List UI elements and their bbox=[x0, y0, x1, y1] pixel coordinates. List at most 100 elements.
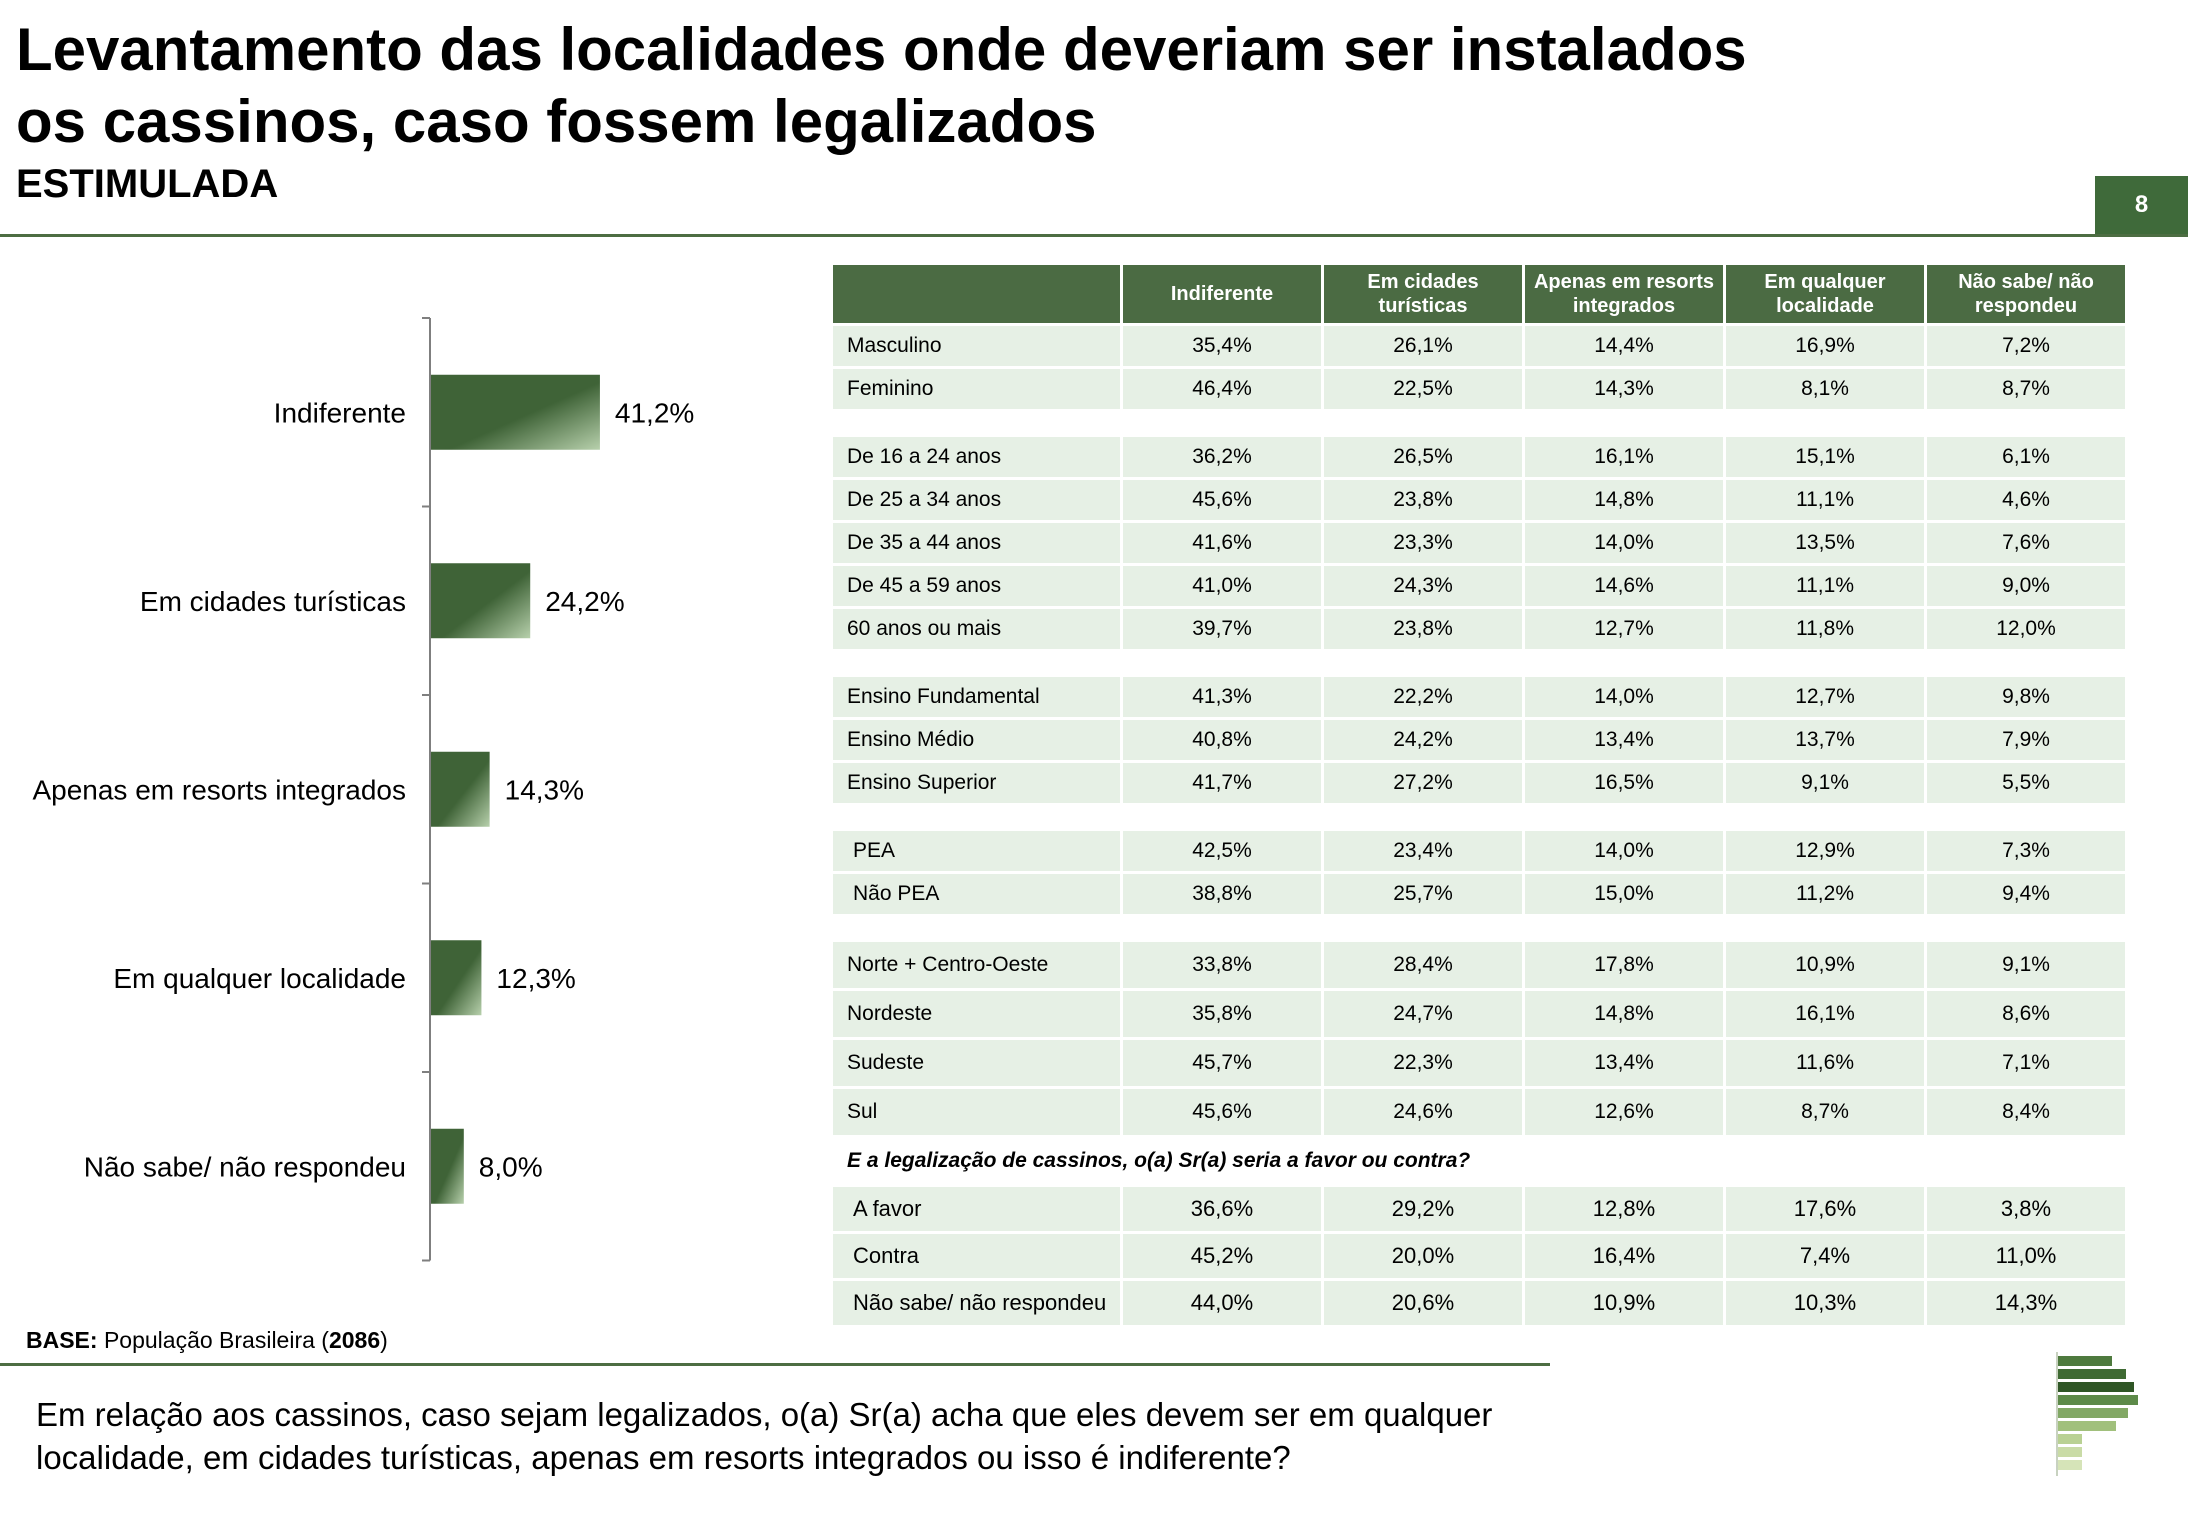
table-cell: 13,4% bbox=[1525, 1040, 1723, 1089]
row-label: Contra bbox=[833, 1234, 1120, 1281]
table-cell: 23,8% bbox=[1324, 480, 1522, 523]
row-label: A favor bbox=[833, 1187, 1120, 1234]
table-cell: 35,4% bbox=[1123, 326, 1321, 369]
bar-chart: Indiferente 41,2% Em cidades turísticas 24,… bbox=[32, 317, 694, 1262]
table-row: De 25 a 34 anos 45,6% 23,8% 14,8% 11,1% 4,6% bbox=[833, 480, 2125, 523]
table-cell: 5,5% bbox=[1927, 763, 2125, 806]
header-divider bbox=[0, 234, 2188, 237]
table-cell: 22,5% bbox=[1324, 369, 1522, 412]
table-cell: 11,8% bbox=[1726, 609, 1924, 652]
table-row: De 16 a 24 anos 36,2% 26,5% 16,1% 15,1% 6,1% bbox=[833, 437, 2125, 480]
table-row: Contra 45,2% 20,0% 16,4% 7,4% 11,0% bbox=[833, 1234, 2125, 1281]
table-cell: 17,8% bbox=[1525, 942, 1723, 991]
table-cell: 24,6% bbox=[1324, 1089, 1522, 1138]
table-cell: 16,1% bbox=[1525, 437, 1723, 480]
row-label: Não PEA bbox=[833, 874, 1120, 917]
table-cell: 12,7% bbox=[1726, 677, 1924, 720]
category-label: Em cidades turísticas bbox=[140, 586, 406, 617]
footer-divider bbox=[0, 1363, 1550, 1366]
table-cell: 11,6% bbox=[1726, 1040, 1924, 1089]
sub-question: E a legalização de cassinos, o(a) Sr(a) … bbox=[833, 1138, 2125, 1187]
group-spacer bbox=[833, 806, 2125, 831]
table-cell: 14,3% bbox=[1525, 369, 1723, 412]
row-label: Masculino bbox=[833, 326, 1120, 369]
data-label: 12,3% bbox=[496, 963, 575, 994]
bar bbox=[431, 563, 531, 639]
table-row: Ensino Superior 41,7% 27,2% 16,5% 9,1% 5,5% bbox=[833, 763, 2125, 806]
bar bbox=[431, 1128, 464, 1204]
survey-question: Em relação aos cassinos, caso sejam lega… bbox=[36, 1396, 1493, 1476]
table-row: Masculino 35,4% 26,1% 14,4% 16,9% 7,2% bbox=[833, 326, 2125, 369]
logo-icon bbox=[2056, 1352, 2138, 1476]
table-cell: 39,7% bbox=[1123, 609, 1321, 652]
table-cell: 42,5% bbox=[1123, 831, 1321, 874]
table-cell: 14,8% bbox=[1525, 480, 1723, 523]
table-cell: 9,0% bbox=[1927, 566, 2125, 609]
column-header: Não sabe/ não respondeu bbox=[1927, 265, 2125, 326]
table-cell: 40,8% bbox=[1123, 720, 1321, 763]
base-count: 2086 bbox=[328, 1327, 381, 1353]
table-cell: 8,1% bbox=[1726, 369, 1924, 412]
row-label: Ensino Superior bbox=[833, 763, 1120, 806]
header-corner bbox=[833, 265, 1120, 326]
row-label: De 16 a 24 anos bbox=[833, 437, 1120, 480]
table-cell: 35,8% bbox=[1123, 991, 1321, 1040]
table-cell: 10,9% bbox=[1726, 942, 1924, 991]
table-cell: 16,1% bbox=[1726, 991, 1924, 1040]
category-label: Indiferente bbox=[274, 397, 406, 428]
table-cell: 14,0% bbox=[1525, 831, 1723, 874]
row-label: Norte + Centro-Oeste bbox=[833, 942, 1120, 991]
page-number-badge: 8 bbox=[2095, 176, 2188, 234]
crosstab-table: Indiferente Em cidades turísticas Apenas e… bbox=[830, 265, 2128, 1328]
base-note: BASE: População Brasileira (2086) bbox=[26, 1327, 388, 1353]
table-cell: 26,1% bbox=[1324, 326, 1522, 369]
table-cell: 23,3% bbox=[1324, 523, 1522, 566]
table-cell: 10,3% bbox=[1726, 1281, 1924, 1328]
table-header-row: Indiferente Em cidades turísticas Apenas e… bbox=[833, 265, 2125, 326]
table-cell: 16,5% bbox=[1525, 763, 1723, 806]
table-cell: 13,7% bbox=[1726, 720, 1924, 763]
spacer-cell bbox=[833, 652, 2125, 677]
row-label: Não sabe/ não respondeu bbox=[833, 1281, 1120, 1328]
data-label: 8,0% bbox=[479, 1151, 543, 1182]
table-cell: 45,2% bbox=[1123, 1234, 1321, 1281]
table-row: PEA 42,5% 23,4% 14,0% 12,9% 7,3% bbox=[833, 831, 2125, 874]
table-cell: 8,4% bbox=[1927, 1089, 2125, 1138]
column-header: Em cidades turísticas bbox=[1324, 265, 1522, 326]
table-cell: 8,7% bbox=[1927, 369, 2125, 412]
table-cell: 9,4% bbox=[1927, 874, 2125, 917]
table-cell: 33,8% bbox=[1123, 942, 1321, 991]
table-row: Ensino Médio 40,8% 24,2% 13,4% 13,7% 7,9% bbox=[833, 720, 2125, 763]
table-cell: 9,1% bbox=[1927, 942, 2125, 991]
table-row: A favor 36,6% 29,2% 12,8% 17,6% 3,8% bbox=[833, 1187, 2125, 1234]
table-cell: 44,0% bbox=[1123, 1281, 1321, 1328]
base-text: População Brasileira bbox=[103, 1327, 315, 1353]
category-label: Apenas em resorts integrados bbox=[32, 774, 406, 805]
table-cell: 10,9% bbox=[1525, 1281, 1723, 1328]
title-line-2: os cassinos, caso fossem legalizados bbox=[16, 88, 1097, 155]
column-header: Em qualquer localidade bbox=[1726, 265, 1924, 326]
table-cell: 24,3% bbox=[1324, 566, 1522, 609]
table-cell: 22,2% bbox=[1324, 677, 1522, 720]
table-row: Sudeste 45,7% 22,3% 13,4% 11,6% 7,1% bbox=[833, 1040, 2125, 1089]
table-cell: 6,1% bbox=[1927, 437, 2125, 480]
table-cell: 11,0% bbox=[1927, 1234, 2125, 1281]
data-label: 41,2% bbox=[615, 397, 694, 428]
table-row: Ensino Fundamental 41,3% 22,2% 14,0% 12,7% 9,… bbox=[833, 677, 2125, 720]
data-label: 14,3% bbox=[505, 774, 584, 805]
column-header: Indiferente bbox=[1123, 265, 1321, 326]
table-row: Não sabe/ não respondeu 44,0% 20,6% 10,9% 10… bbox=[833, 1281, 2125, 1328]
table-cell: 20,6% bbox=[1324, 1281, 1522, 1328]
table-row: Não PEA 38,8% 25,7% 15,0% 11,2% 9,4% bbox=[833, 874, 2125, 917]
category-label: Não sabe/ não respondeu bbox=[84, 1151, 406, 1182]
row-label: De 25 a 34 anos bbox=[833, 480, 1120, 523]
table-cell: 9,1% bbox=[1726, 763, 1924, 806]
base-label: BASE: bbox=[26, 1327, 98, 1353]
table-cell: 12,9% bbox=[1726, 831, 1924, 874]
table-cell: 26,5% bbox=[1324, 437, 1522, 480]
table-cell: 3,8% bbox=[1927, 1187, 2125, 1234]
table-cell: 36,6% bbox=[1123, 1187, 1321, 1234]
row-label: De 45 a 59 anos bbox=[833, 566, 1120, 609]
table-cell: 4,6% bbox=[1927, 480, 2125, 523]
table-cell: 25,7% bbox=[1324, 874, 1522, 917]
